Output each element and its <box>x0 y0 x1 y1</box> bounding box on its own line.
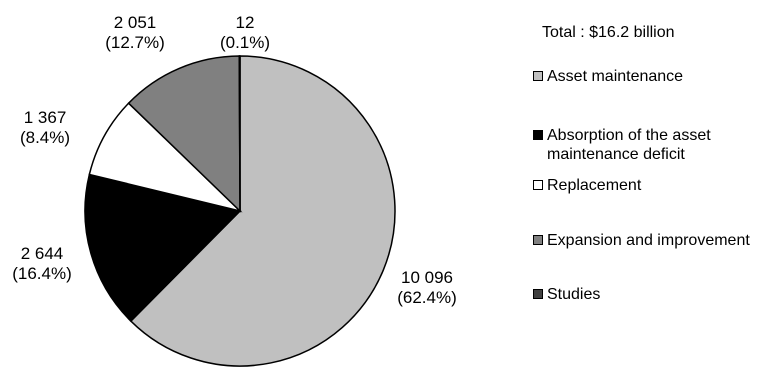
total-label: Total : $16.2 billion <box>542 24 675 41</box>
legend-swatch <box>533 71 543 81</box>
legend-swatch <box>533 180 543 190</box>
data-label-asset-maintenance: 10 096 (62.4%) <box>397 268 457 308</box>
legend-swatch <box>533 130 543 140</box>
data-label-absorption-of-the-asset-maintenance-deficit: 2 644 (16.4%) <box>12 244 72 284</box>
legend-label: Studies <box>547 286 601 303</box>
data-label-value: 1 367 <box>23 108 67 127</box>
data-label-percent: (12.7%) <box>105 33 165 52</box>
data-label-percent: (8.4%) <box>19 128 71 147</box>
legend-swatch <box>533 289 543 299</box>
legend-label: Replacement <box>547 177 642 194</box>
data-label-value: 2 644 <box>20 244 64 263</box>
legend-label: Asset maintenance <box>547 68 684 85</box>
pie-slice-studies <box>238 55 241 212</box>
data-label-expansion-and-improvement: 2 051 (12.7%) <box>105 13 165 53</box>
data-label-studies: 12 (0.1%) <box>220 13 270 53</box>
data-label-value: 12 <box>235 13 255 32</box>
data-label-percent: (16.4%) <box>12 264 72 283</box>
pie-slice-expansion-and-improvement <box>127 55 241 213</box>
legend-swatch <box>533 235 543 245</box>
data-label-replacement: 1 367 (8.4%) <box>20 108 70 148</box>
legend-label: Expansion and improvement <box>547 232 750 249</box>
data-label-value: 10 096 <box>401 268 453 287</box>
pie-slice-asset-maintenance <box>129 55 396 367</box>
data-label-percent: (0.1%) <box>219 33 271 52</box>
data-label-percent: (62.4%) <box>397 288 457 307</box>
data-label-value: 2 051 <box>113 13 157 32</box>
legend-label: Absorption of the asset maintenance defi… <box>547 127 711 163</box>
legend: Asset maintenance Absorption of the asset… <box>533 0 767 367</box>
pie-slice-absorption-of-the-asset-maintenance-deficit <box>84 173 242 323</box>
